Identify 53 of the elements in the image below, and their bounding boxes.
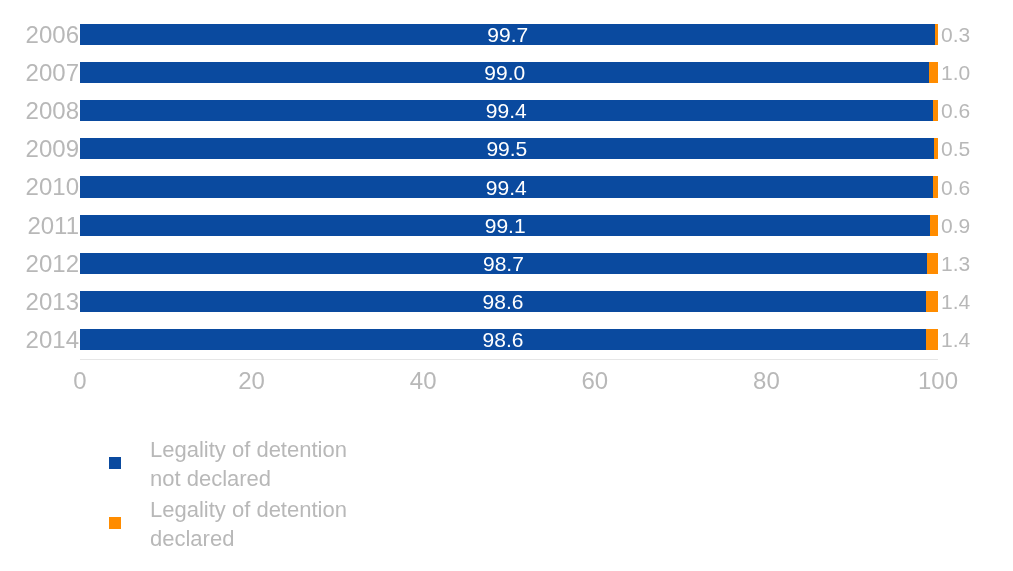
bar: [80, 329, 926, 351]
bar: [80, 61, 930, 83]
data-label: 0.6: [941, 175, 971, 199]
bar: [80, 23, 936, 45]
x-tick-label: 0: [73, 366, 87, 394]
bar: [930, 214, 938, 236]
bar: [80, 176, 933, 198]
data-label: 1.4: [941, 290, 971, 314]
legend-label: Legality of detention declared: [150, 497, 347, 551]
data-label: 1.4: [941, 328, 971, 352]
bar: [80, 214, 931, 236]
data-label: 99.4: [485, 175, 528, 199]
bar: [80, 100, 933, 122]
x-tick-label: 80: [753, 366, 780, 394]
bar: [935, 23, 938, 45]
y-tick-label: 2012: [25, 249, 79, 277]
data-label: 99.0: [484, 60, 526, 84]
bar: [926, 252, 938, 274]
x-tick-label: 60: [581, 366, 609, 394]
bar: [925, 329, 938, 351]
y-tick-label: 2009: [25, 135, 79, 163]
bar: [932, 100, 938, 122]
bar: [80, 252, 927, 274]
y-tick-label: 2014: [25, 326, 79, 354]
x-tick-label: 40: [409, 366, 437, 394]
data-label: 0.6: [941, 99, 971, 123]
data-label: 99.7: [487, 22, 529, 46]
y-tick-label: 2013: [25, 288, 79, 316]
bar: [932, 176, 938, 198]
x-tick-label: 20: [238, 366, 265, 394]
bar: [80, 291, 926, 313]
y-tick-label: 2008: [25, 96, 79, 124]
data-label: 0.9: [941, 213, 971, 237]
data-label: 99.1: [484, 213, 526, 237]
y-tick-label: 2010: [25, 173, 79, 201]
legend-label: Legality of detention not declared: [150, 437, 347, 491]
data-label: 0.5: [941, 137, 971, 161]
data-label: 1.3: [941, 251, 971, 275]
bar: [925, 291, 938, 313]
data-label: 98.6: [482, 290, 524, 314]
data-label: 99.5: [486, 137, 528, 161]
data-label: 0.3: [941, 22, 971, 46]
data-label: 98.6: [482, 328, 524, 352]
bar: [933, 138, 938, 160]
bar: [80, 138, 934, 160]
bar: [929, 61, 938, 83]
y-tick-label: 2006: [25, 20, 79, 48]
data-label: 99.4: [485, 99, 528, 123]
y-tick-label: 2011: [27, 211, 79, 239]
y-tick-label: 2007: [25, 58, 79, 86]
data-label: 1.0: [941, 60, 971, 84]
x-tick-label: 100: [917, 366, 959, 394]
data-label: 98.7: [482, 251, 524, 275]
